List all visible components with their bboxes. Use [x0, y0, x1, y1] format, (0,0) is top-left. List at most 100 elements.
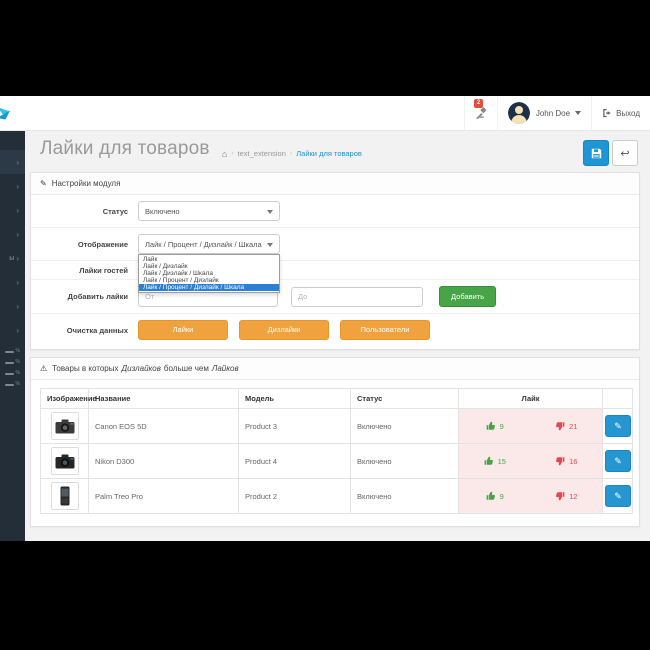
- col-status: Статус: [350, 388, 459, 409]
- dropdown-option[interactable]: Лайк / Дизлайк: [143, 263, 188, 270]
- products-table: Изображение Название Модель Статус Лайк: [40, 388, 633, 514]
- likes-to-input[interactable]: [291, 286, 423, 307]
- camera-image: [55, 419, 74, 433]
- dislikes-count: 12: [569, 491, 578, 501]
- sidebar-item[interactable]: ›: [0, 222, 25, 246]
- user-avatar: [507, 102, 530, 124]
- dropdown-option[interactable]: Лайк / Дизлайк / Шкала: [143, 270, 213, 277]
- pencil-icon: ✎: [614, 490, 622, 501]
- product-name: Nikon D300: [88, 443, 239, 479]
- likes-cell: 9 12: [459, 479, 602, 513]
- sidebar-item[interactable]: ›: [0, 270, 25, 294]
- admin-app-window: 2: [0, 96, 650, 541]
- heading-dislikes-word: Дизлайков: [121, 364, 161, 373]
- display-select-value: Лайк / Процент / Дизлайк / Шкала: [145, 239, 262, 249]
- pencil-icon: ✎: [614, 455, 622, 466]
- logout-icon: [602, 108, 612, 118]
- likes-cell: 15 16: [459, 444, 602, 478]
- edit-product-button[interactable]: ✎: [605, 415, 631, 437]
- save-button[interactable]: [583, 140, 609, 166]
- chevron-right-icon: ›: [16, 253, 19, 263]
- likes-cell: 9 21: [459, 409, 602, 443]
- undo-arrow-icon: ↩: [620, 147, 630, 160]
- clear-dislikes-button[interactable]: Дизлайки: [239, 320, 329, 340]
- warning-icon: ⚠: [40, 364, 48, 373]
- sidebar-stats-widget: % % % %: [0, 346, 25, 390]
- status-select-value: Включено: [145, 206, 180, 216]
- col-model: Модель: [238, 388, 351, 409]
- chevron-right-icon: ›: [16, 229, 19, 239]
- table-row: Nikon D300 Product 4 Включено 15 16 ✎: [40, 443, 633, 479]
- modifications-menu-item[interactable]: 2: [463, 96, 497, 130]
- clear-data-label: Очистка данных: [66, 325, 128, 335]
- chevron-right-icon: ›: [16, 157, 19, 167]
- display-select[interactable]: Лайк / Процент / Дизлайк / Шкала: [138, 234, 280, 254]
- clear-data-row: Очистка данных Лайки Дизлайки Пользовате…: [31, 313, 639, 349]
- product-name: Canon EOS 5D: [88, 408, 239, 444]
- products-table-wrap: Изображение Название Модель Статус Лайк: [31, 380, 639, 526]
- clear-users-button[interactable]: Пользователи: [340, 320, 430, 340]
- user-menu[interactable]: John Doe: [496, 96, 591, 130]
- sidebar-item[interactable]: ›: [0, 318, 25, 342]
- sidebar-item[interactable]: ›: [0, 150, 25, 174]
- back-button[interactable]: ↩: [612, 140, 638, 166]
- sidebar-item[interactable]: ›: [0, 174, 25, 198]
- sidebar-item[interactable]: ›: [0, 198, 25, 222]
- breadcrumb-separator: ›: [231, 150, 234, 157]
- floppy-save-icon: [591, 148, 602, 159]
- heading-text: Товары в которых Дизлайков больше чем Ла…: [52, 364, 238, 373]
- dislikes-count: 21: [569, 421, 578, 431]
- breadcrumb-item-current[interactable]: Лайки для товаров: [296, 149, 362, 158]
- pencil-icon: ✎: [614, 420, 622, 431]
- stat-row: %: [4, 346, 21, 357]
- chevron-right-icon: ›: [16, 205, 19, 215]
- notifications-badge: 2: [473, 99, 484, 108]
- home-icon[interactable]: ⌂: [221, 148, 228, 159]
- product-status: Включено: [350, 443, 459, 479]
- stat-bar: [5, 383, 14, 386]
- thumbs-down-icon: [555, 491, 565, 501]
- thumbs-down-icon: [555, 421, 565, 431]
- dropdown-option[interactable]: Лайк: [143, 256, 158, 263]
- likes-count: 9: [499, 421, 504, 431]
- settings-panel: ✎ Настройки модуля Статус Включено Отобр…: [30, 172, 640, 350]
- chevron-down-icon: [267, 243, 273, 247]
- percent-label: %: [15, 370, 20, 376]
- table-header-row: Изображение Название Модель Статус Лайк: [40, 388, 633, 409]
- chevron-right-icon: ›: [16, 277, 19, 287]
- phone-image: [60, 486, 69, 506]
- breadcrumb-item-extension[interactable]: text_extension: [237, 149, 286, 158]
- top-navbar: 2: [0, 96, 650, 131]
- navbar-right-group: 2: [463, 96, 650, 130]
- product-model: Product 2: [238, 478, 351, 514]
- dropdown-option[interactable]: Лайк / Процент / Дизлайк: [143, 277, 219, 284]
- status-row: Статус Включено: [31, 195, 639, 227]
- thumbs-down-icon: [555, 456, 565, 466]
- settings-panel-heading: ✎ Настройки модуля: [31, 173, 639, 195]
- heading-likes-word: Лайков: [211, 364, 239, 373]
- status-select[interactable]: Включено: [138, 201, 280, 221]
- add-likes-button[interactable]: Добавить: [439, 286, 497, 307]
- product-thumbnail: [50, 447, 79, 475]
- likes-count: 9: [499, 491, 504, 501]
- logout-button[interactable]: Выход: [591, 96, 650, 130]
- sidebar-item[interactable]: ›: [0, 294, 25, 318]
- logout-label: Выход: [616, 108, 640, 118]
- display-row: Отображение Лайк / Процент / Дизлайк / Ш…: [31, 227, 639, 293]
- thumbs-up-icon: [486, 491, 496, 501]
- sidebar-item[interactable]: ы ›: [0, 246, 25, 270]
- edit-product-button[interactable]: ✎: [605, 485, 631, 507]
- edit-product-button[interactable]: ✎: [605, 450, 631, 472]
- col-name: Название: [88, 388, 239, 409]
- dislikes-table-panel: ⚠ Товары в которых Дизлайков больше чем …: [30, 357, 640, 527]
- dropdown-option-selected[interactable]: Лайк / Процент / Дизлайк / Шкала: [139, 284, 279, 291]
- guest-likes-label: Лайки гостей: [79, 265, 128, 275]
- clear-likes-button[interactable]: Лайки: [138, 320, 228, 340]
- percent-label: %: [15, 359, 20, 365]
- col-actions: [602, 388, 633, 409]
- col-like: Лайк: [458, 388, 603, 409]
- stat-bar: [5, 361, 14, 364]
- product-name: Palm Treo Pro: [88, 478, 239, 514]
- col-image: Изображение: [40, 388, 97, 409]
